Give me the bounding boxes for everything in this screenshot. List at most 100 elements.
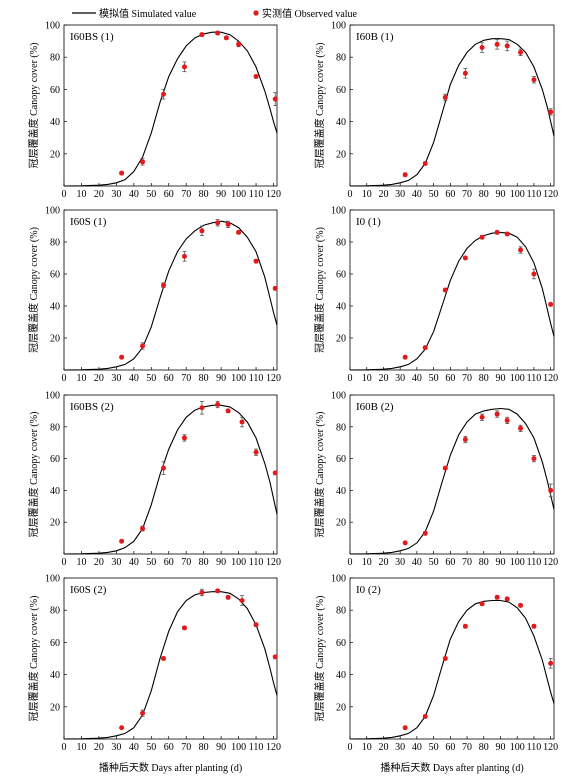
y-tick-label: 40: [336, 117, 346, 128]
x-tick-label: 20: [94, 742, 104, 753]
x-tick-label: 50: [146, 742, 156, 753]
observed-point: [199, 405, 205, 411]
observed-point: [442, 94, 448, 100]
observed-point: [531, 77, 537, 83]
y-tick-label: 20: [336, 334, 346, 345]
y-tick-label: 80: [336, 53, 346, 64]
x-tick-label: 100: [510, 373, 525, 384]
x-tick-label: 20: [94, 189, 104, 200]
legend-observed-marker: [253, 10, 259, 16]
observed-point: [272, 96, 278, 102]
x-tick-label: 10: [76, 189, 86, 200]
observed-point: [253, 74, 259, 80]
observed-point: [119, 354, 125, 360]
plot-frame: [349, 24, 555, 187]
observed-point: [531, 456, 537, 462]
plot-frame: [63, 24, 278, 187]
chart-panel: 0 10 20 30 40 50 60 70 80 90 100 110 12020406080100I…: [27, 21, 281, 201]
observed-point: [504, 43, 510, 49]
observed-point: [518, 247, 524, 253]
y-axis-title: 冠层覆盖度 Canopy cover (%): [313, 43, 326, 169]
panels-group: 0 10 20 30 40 50 60 70 80 90 100 110 12020406080100I…: [27, 21, 558, 775]
observed-point: [504, 417, 510, 423]
observed-point: [181, 64, 187, 70]
observed-point: [140, 526, 146, 532]
x-tick-label: 50: [146, 373, 156, 384]
x-tick-label: 40: [412, 742, 422, 753]
y-axis-title: 冠层覆盖度 Canopy cover (%): [313, 412, 326, 538]
x-tick-label: 10: [76, 742, 86, 753]
y-tick-label: 60: [50, 270, 60, 281]
panel-label: I0 (2): [356, 584, 381, 596]
observed-point: [272, 285, 278, 291]
x-tick-label: 50: [429, 189, 439, 200]
x-tick-label: 100: [231, 373, 246, 384]
observed-point: [518, 425, 524, 431]
x-tick-label: 70: [181, 189, 191, 200]
observed-point: [119, 725, 125, 731]
y-tick-label: 100: [331, 391, 346, 402]
chart-panel: 0 10 20 30 40 50 60 70 80 90 100 110 12020406080100I…: [313, 391, 558, 569]
y-tick-label: 40: [50, 670, 60, 681]
simulated-series-line: [349, 407, 555, 555]
x-tick-label: 80: [199, 373, 209, 384]
y-tick-label: 20: [50, 149, 60, 160]
y-tick-label: 60: [50, 638, 60, 649]
x-tick-label: 30: [111, 557, 121, 568]
x-tick-label: 120: [266, 742, 281, 753]
chart-panel: 0 10 20 30 40 50 60 70 80 90 100 110 12020406080100I…: [313, 574, 558, 775]
observed-point: [531, 271, 537, 277]
y-tick-label: 60: [336, 270, 346, 281]
observed-point: [199, 589, 205, 595]
simulated-series-line: [63, 220, 278, 371]
y-tick-label: 100: [45, 391, 60, 402]
legend-simulated-label: 模拟值 Simulated value: [99, 7, 197, 20]
chart-panel: 0 10 20 30 40 50 60 70 80 90 100 110 12020406080100I…: [27, 574, 281, 775]
panel-label: I0 (1): [356, 216, 381, 228]
x-tick-label: 110: [249, 557, 264, 568]
y-tick-label: 60: [50, 454, 60, 465]
x-tick-label: 110: [249, 373, 264, 384]
simulated-series-line: [349, 599, 555, 740]
y-tick-label: 20: [336, 702, 346, 713]
simulated-series-line: [63, 31, 278, 187]
y-tick-label: 80: [50, 422, 60, 433]
observed-point: [181, 625, 187, 631]
x-tick-label: 50: [429, 557, 439, 568]
observed-point: [422, 160, 428, 166]
observed-point: [518, 49, 524, 55]
x-tick-label: 100: [231, 557, 246, 568]
chart-panel: 0 10 20 30 40 50 60 70 80 90 100 110 12020406080100I…: [313, 206, 558, 385]
observed-point: [504, 596, 510, 602]
observed-point: [199, 32, 205, 38]
panel-label: I60BS (2): [70, 401, 114, 413]
x-tick-label: 60: [164, 742, 174, 753]
panel-label: I60B (2): [356, 401, 394, 413]
observed-point: [225, 221, 231, 227]
y-axis-title: 冠层覆盖度 Canopy cover (%): [313, 596, 326, 722]
y-tick-label: 20: [50, 334, 60, 345]
observed-point: [253, 449, 259, 455]
observed-point: [548, 109, 554, 115]
x-tick-label: 80: [479, 557, 489, 568]
simulated-series-line: [63, 404, 278, 555]
x-tick-label: 110: [527, 742, 542, 753]
observed-point: [422, 713, 428, 719]
x-tick-label: 80: [479, 189, 489, 200]
x-tick-label: 50: [146, 189, 156, 200]
x-tick-label: 30: [395, 373, 405, 384]
observed-point: [548, 660, 554, 666]
x-tick-label: 40: [412, 557, 422, 568]
y-tick-label: 20: [50, 518, 60, 529]
observed-point: [253, 258, 259, 264]
x-tick-label: 70: [181, 742, 191, 753]
observed-point: [422, 345, 428, 351]
x-tick-label: 0: [348, 557, 353, 568]
y-tick-label: 20: [50, 702, 60, 713]
x-tick-label: 10: [76, 373, 86, 384]
x-tick-label: 50: [429, 742, 439, 753]
observed-point: [140, 710, 146, 716]
y-tick-label: 100: [45, 206, 60, 217]
x-tick-label: 120: [543, 742, 558, 753]
x-tick-label: 110: [527, 373, 542, 384]
